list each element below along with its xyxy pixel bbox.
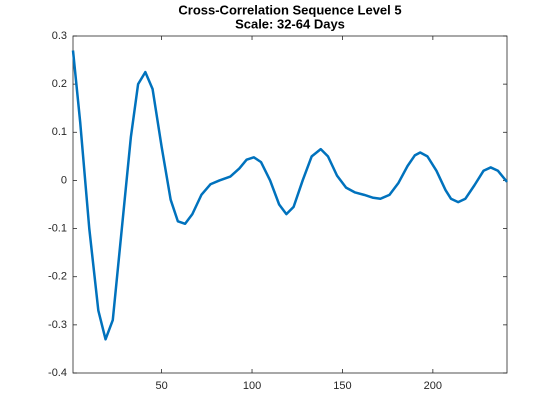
y-tick-label: -0.4 xyxy=(48,367,67,379)
y-tick-label: 0 xyxy=(61,174,67,186)
x-tick-label: 200 xyxy=(424,380,442,392)
x-tick-label: 50 xyxy=(155,380,167,392)
plot-area xyxy=(72,35,508,374)
y-tick-label: 0.2 xyxy=(52,78,67,90)
y-tick-label: 0.1 xyxy=(52,126,67,138)
y-tick-label: -0.3 xyxy=(48,319,67,331)
y-tick-label: 0.3 xyxy=(52,30,67,42)
chart-title: Cross-Correlation Sequence Level 5 xyxy=(178,2,401,17)
x-tick-label: 150 xyxy=(333,380,351,392)
line-series xyxy=(71,50,508,341)
y-tick-label: -0.1 xyxy=(48,222,67,234)
x-tick-label: 100 xyxy=(243,380,261,392)
y-tick-label: -0.2 xyxy=(48,271,67,283)
chart-subtitle: Scale: 32-64 Days xyxy=(235,16,345,31)
